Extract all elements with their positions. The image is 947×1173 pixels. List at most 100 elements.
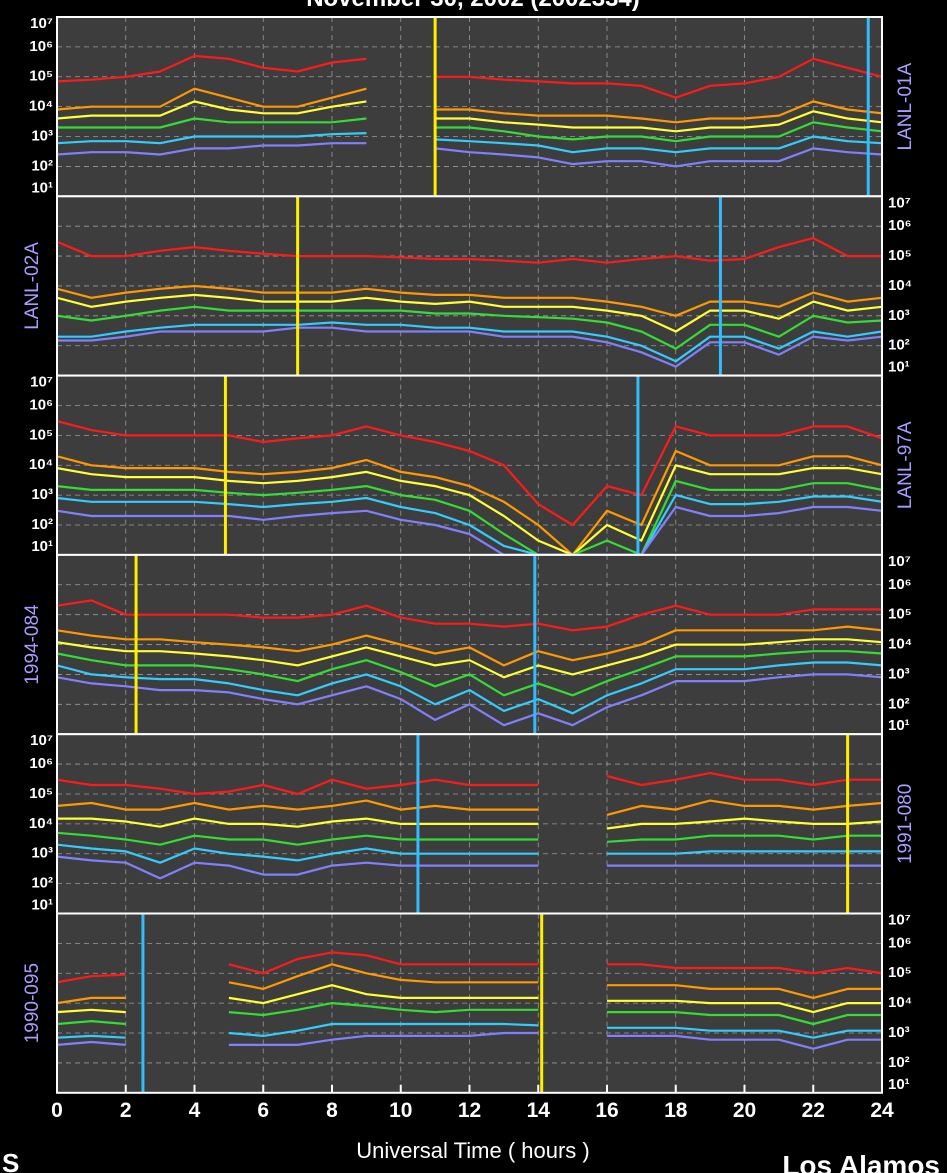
- y-tick-label: 10⁵: [888, 606, 912, 623]
- y-tick-label: 10⁵: [888, 247, 912, 264]
- x-tick-label: 16: [595, 1099, 618, 1122]
- series-line: [57, 661, 882, 715]
- series-line: [57, 305, 882, 350]
- y-tick-label: 10³: [888, 1024, 910, 1041]
- series-line: [57, 326, 882, 368]
- series-line: [57, 855, 882, 880]
- panel: [57, 375, 882, 555]
- y-tick-label: 10⁴: [888, 636, 912, 653]
- y-tick-label: 10¹: [888, 359, 910, 376]
- y-tick-label: 10³: [31, 128, 53, 145]
- y-tick-label: 10⁴: [888, 994, 912, 1011]
- panel: [57, 913, 882, 1093]
- y-tick-label: 10⁶: [888, 934, 912, 951]
- series-line: [57, 1022, 882, 1039]
- panel: [57, 196, 882, 376]
- y-tick-label: 10¹: [31, 179, 53, 196]
- x-tick-label: 22: [802, 1099, 825, 1122]
- series-line: [57, 1031, 882, 1050]
- y-tick-label: 10⁶: [29, 38, 53, 55]
- y-tick-label: 10⁷: [30, 15, 53, 32]
- series-line: [57, 494, 882, 555]
- x-tick-label: 0: [51, 1099, 63, 1122]
- chart-title: November 30, 2002 (2002334): [306, 0, 640, 12]
- panel: [57, 17, 882, 197]
- y-tick-label: 10³: [888, 307, 910, 324]
- satellite-label: 1990-095: [22, 963, 43, 1043]
- satellite-label: LANL-97A: [895, 421, 916, 509]
- series-line: [57, 449, 882, 555]
- footer-right: Los Alamos: [782, 1150, 940, 1173]
- y-tick-label: 10²: [31, 516, 53, 533]
- x-tick-label: 20: [733, 1099, 756, 1122]
- series-line: [57, 638, 882, 679]
- series-line: [57, 237, 882, 264]
- y-tick-label: 10¹: [888, 1076, 910, 1093]
- series-line: [57, 599, 882, 632]
- y-tick-label: 10⁷: [30, 374, 53, 391]
- y-tick-label: 10⁴: [29, 456, 53, 473]
- series-line: [57, 984, 882, 1014]
- x-axis-label: Universal Time ( hours ): [356, 1138, 590, 1163]
- x-tick-label: 10: [389, 1099, 412, 1122]
- series-line: [57, 831, 882, 846]
- series-line: [57, 464, 882, 555]
- y-tick-label: 10⁵: [888, 964, 912, 981]
- y-tick-label: 10⁴: [29, 98, 53, 115]
- y-tick-label: 10⁶: [888, 217, 912, 234]
- series-line: [57, 843, 882, 864]
- series-line: [57, 650, 882, 697]
- y-tick-label: 10²: [31, 157, 53, 174]
- y-tick-label: 10⁷: [888, 553, 911, 570]
- satellite-label: 1994-084: [22, 604, 43, 685]
- y-tick-label: 10⁶: [29, 755, 53, 772]
- y-tick-label: 10³: [31, 486, 53, 503]
- y-tick-label: 10⁶: [29, 396, 53, 413]
- y-tick-label: 10⁵: [29, 68, 53, 85]
- series-line: [57, 817, 882, 830]
- y-tick-label: 10⁶: [888, 576, 912, 593]
- y-tick-label: 10²: [888, 337, 910, 354]
- y-tick-label: 10³: [888, 665, 910, 682]
- series-line: [57, 293, 882, 333]
- plot-background: [57, 196, 882, 376]
- x-tick-label: 4: [189, 1099, 201, 1122]
- series-line: [57, 479, 882, 555]
- y-tick-label: 10³: [31, 845, 53, 862]
- y-tick-label: 10⁵: [29, 426, 53, 443]
- x-tick-label: 24: [870, 1099, 894, 1122]
- footer-left: S: [2, 1148, 19, 1173]
- y-tick-label: 10⁷: [888, 911, 911, 928]
- x-tick-label: 14: [527, 1099, 551, 1122]
- series-line: [57, 772, 882, 796]
- y-tick-label: 10⁴: [29, 815, 53, 832]
- series-line: [57, 87, 882, 124]
- y-tick-label: 10²: [888, 1054, 910, 1071]
- series-line: [57, 1002, 882, 1026]
- series-line: [57, 420, 882, 527]
- satellite-label: 1991-080: [895, 784, 916, 864]
- x-tick-label: 2: [120, 1099, 132, 1122]
- series-line: [57, 142, 882, 168]
- satellite-label: LANL-02A: [22, 242, 43, 330]
- y-tick-label: 10¹: [31, 896, 53, 913]
- series-line: [57, 117, 882, 143]
- series-line: [57, 321, 882, 363]
- x-tick-label: 6: [257, 1099, 269, 1122]
- series-line: [57, 951, 882, 984]
- y-tick-label: 10⁷: [888, 194, 911, 211]
- series-line: [57, 132, 882, 154]
- y-tick-label: 10¹: [888, 717, 910, 734]
- x-tick-label: 18: [664, 1099, 688, 1122]
- y-tick-label: 10¹: [31, 538, 53, 555]
- y-tick-label: 10²: [31, 875, 53, 892]
- series-line: [57, 625, 882, 667]
- y-tick-label: 10⁵: [29, 785, 53, 802]
- series-line: [57, 673, 882, 727]
- x-tick-label: 12: [458, 1099, 481, 1122]
- y-tick-label: 10⁷: [30, 732, 53, 749]
- y-tick-label: 10⁴: [888, 277, 912, 294]
- series-line: [57, 284, 882, 317]
- series-line: [57, 963, 882, 1005]
